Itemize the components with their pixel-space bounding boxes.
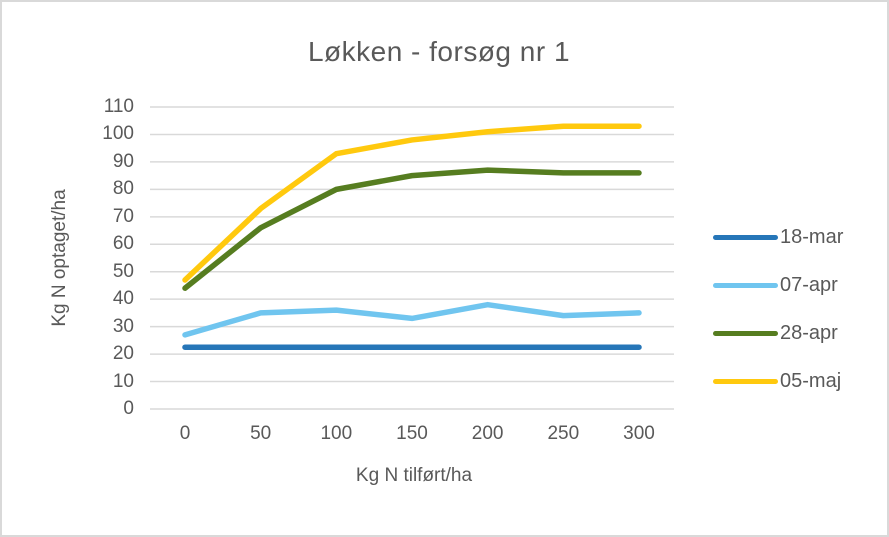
x-tick-label: 300 (623, 423, 655, 444)
legend-item-18-mar: 18-mar (713, 213, 883, 261)
chart-legend: 18-mar 07-apr 28-apr 05-maj (713, 213, 883, 405)
legend-label: 28-apr (780, 321, 838, 344)
y-tick-label: 70 (112, 205, 134, 227)
x-axis-title: Kg N tilført/ha (355, 465, 473, 486)
legend-label: 05-maj (780, 369, 842, 392)
y-tick-label: 50 (112, 260, 134, 282)
y-tick-label: 100 (102, 123, 134, 145)
y-tick-label: 20 (112, 343, 134, 365)
x-tick-label: 100 (320, 423, 353, 444)
legend-swatch-icon (713, 234, 778, 240)
chart-title: Løkken - forsøg nr 1 (307, 36, 571, 67)
y-tick-label: 40 (112, 288, 134, 310)
series-line-07-apr (182, 301, 642, 338)
y-tick-label: 30 (112, 315, 134, 337)
legend-item-28-apr: 28-apr (713, 309, 883, 357)
y-tick-label: 80 (112, 178, 134, 200)
legend-swatch-icon (713, 378, 778, 384)
y-tick-label: 60 (112, 233, 134, 255)
y-tick-label: 90 (112, 150, 134, 172)
x-tick-label: 150 (396, 423, 428, 444)
legend-swatch-icon (713, 330, 778, 336)
y-tick-label: 0 (123, 398, 134, 419)
legend-swatch-icon (713, 282, 778, 288)
y-tick-label: 10 (112, 370, 134, 392)
legend-label: 18-mar (780, 225, 844, 248)
x-tick-label: 50 (250, 423, 272, 444)
y-tick-label: 110 (103, 96, 134, 117)
series-line-28-apr (182, 167, 642, 291)
series-line-05-maj (182, 123, 642, 283)
x-tick-label: 250 (547, 423, 580, 444)
legend-item-07-apr: 07-apr (713, 261, 883, 309)
x-tick-label: 0 (179, 423, 191, 444)
legend-label: 07-apr (780, 273, 838, 296)
x-tick-label: 200 (471, 423, 504, 444)
legend-item-05-maj: 05-maj (713, 357, 883, 405)
